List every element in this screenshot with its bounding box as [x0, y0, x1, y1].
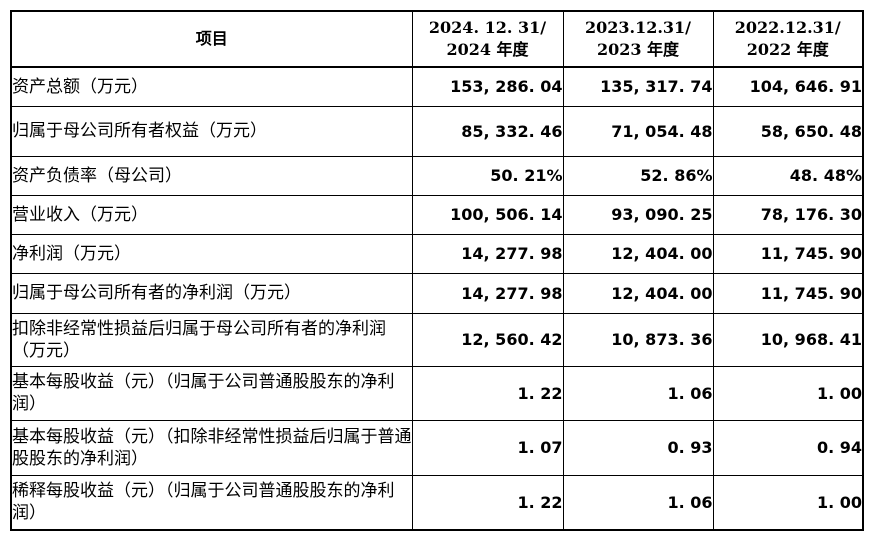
value-2023: 1. 06 [562, 474, 714, 531]
table-row: 基本每股收益（元）（扣除非经常性损益后归属于普通股股东的净利润） 1. 07 0… [10, 419, 864, 476]
row-label: 归属于母公司所有者的净利润（万元） [10, 272, 413, 314]
table-row: 净利润（万元） 14, 277. 98 12, 404. 00 11, 745.… [10, 233, 864, 274]
value-2022: 10, 968. 41 [712, 312, 864, 367]
value-2022: 48. 48% [712, 155, 864, 196]
row-label: 基本每股收益（元）（归属于公司普通股股东的净利润） [10, 365, 413, 421]
value-2023: 135, 317. 74 [562, 66, 714, 107]
value-2024: 85, 332. 46 [411, 105, 564, 157]
header-2023: 2023.12.31/ 2023 年度 [562, 10, 714, 68]
table-row: 归属于母公司所有者权益（万元） 85, 332. 46 71, 054. 48 … [10, 105, 864, 157]
value-2022: 0. 94 [712, 419, 864, 476]
value-2024: 1. 07 [411, 419, 564, 476]
value-2024: 14, 277. 98 [411, 233, 564, 274]
header-2022: 2022.12.31/ 2022 年度 [712, 10, 864, 68]
row-label: 基本每股收益（元）（扣除非经常性损益后归属于普通股股东的净利润） [10, 419, 413, 476]
value-2023: 71, 054. 48 [562, 105, 714, 157]
value-2022: 58, 650. 48 [712, 105, 864, 157]
value-2023: 93, 090. 25 [562, 194, 714, 235]
table-row: 扣除非经常性损益后归属于母公司所有者的净利润（万元） 12, 560. 42 1… [10, 312, 864, 367]
row-label: 扣除非经常性损益后归属于母公司所有者的净利润（万元） [10, 312, 413, 367]
value-2023: 10, 873. 36 [562, 312, 714, 367]
table-row: 营业收入（万元） 100, 506. 14 93, 090. 25 78, 17… [10, 194, 864, 235]
value-2024: 100, 506. 14 [411, 194, 564, 235]
table-row: 资产总额（万元） 153, 286. 04 135, 317. 74 104, … [10, 66, 864, 107]
value-2024: 1. 22 [411, 365, 564, 421]
value-2023: 0. 93 [562, 419, 714, 476]
value-2022: 1. 00 [712, 365, 864, 421]
value-2022: 11, 745. 90 [712, 272, 864, 314]
value-2022: 104, 646. 91 [712, 66, 864, 107]
row-label: 资产总额（万元） [10, 66, 413, 107]
value-2023: 12, 404. 00 [562, 272, 714, 314]
row-label: 营业收入（万元） [10, 194, 413, 235]
value-2024: 50. 21% [411, 155, 564, 196]
value-2022: 1. 00 [712, 474, 864, 531]
value-2024: 1. 22 [411, 474, 564, 531]
table-row: 基本每股收益（元）（归属于公司普通股股东的净利润） 1. 22 1. 06 1.… [10, 365, 864, 421]
value-2022: 11, 745. 90 [712, 233, 864, 274]
row-label: 资产负债率（母公司） [10, 155, 413, 196]
table-header-row: 项目 2024. 12. 31/ 2024 年度 2023.12.31/ 202… [10, 10, 864, 68]
value-2022: 78, 176. 30 [712, 194, 864, 235]
table-row: 稀释每股收益（元）（归属于公司普通股股东的净利润） 1. 22 1. 06 1.… [10, 474, 864, 531]
value-2024: 12, 560. 42 [411, 312, 564, 367]
value-2023: 52. 86% [562, 155, 714, 196]
row-label: 归属于母公司所有者权益（万元） [10, 105, 413, 157]
financial-summary-table: 项目 2024. 12. 31/ 2024 年度 2023.12.31/ 202… [10, 10, 864, 531]
value-2024: 14, 277. 98 [411, 272, 564, 314]
value-2024: 153, 286. 04 [411, 66, 564, 107]
row-label: 净利润（万元） [10, 233, 413, 274]
header-2024: 2024. 12. 31/ 2024 年度 [411, 10, 564, 68]
header-item: 项目 [10, 10, 413, 68]
value-2023: 12, 404. 00 [562, 233, 714, 274]
row-label: 稀释每股收益（元）（归属于公司普通股股东的净利润） [10, 474, 413, 531]
table-row: 资产负债率（母公司） 50. 21% 52. 86% 48. 48% [10, 155, 864, 196]
value-2023: 1. 06 [562, 365, 714, 421]
table-row: 归属于母公司所有者的净利润（万元） 14, 277. 98 12, 404. 0… [10, 272, 864, 314]
